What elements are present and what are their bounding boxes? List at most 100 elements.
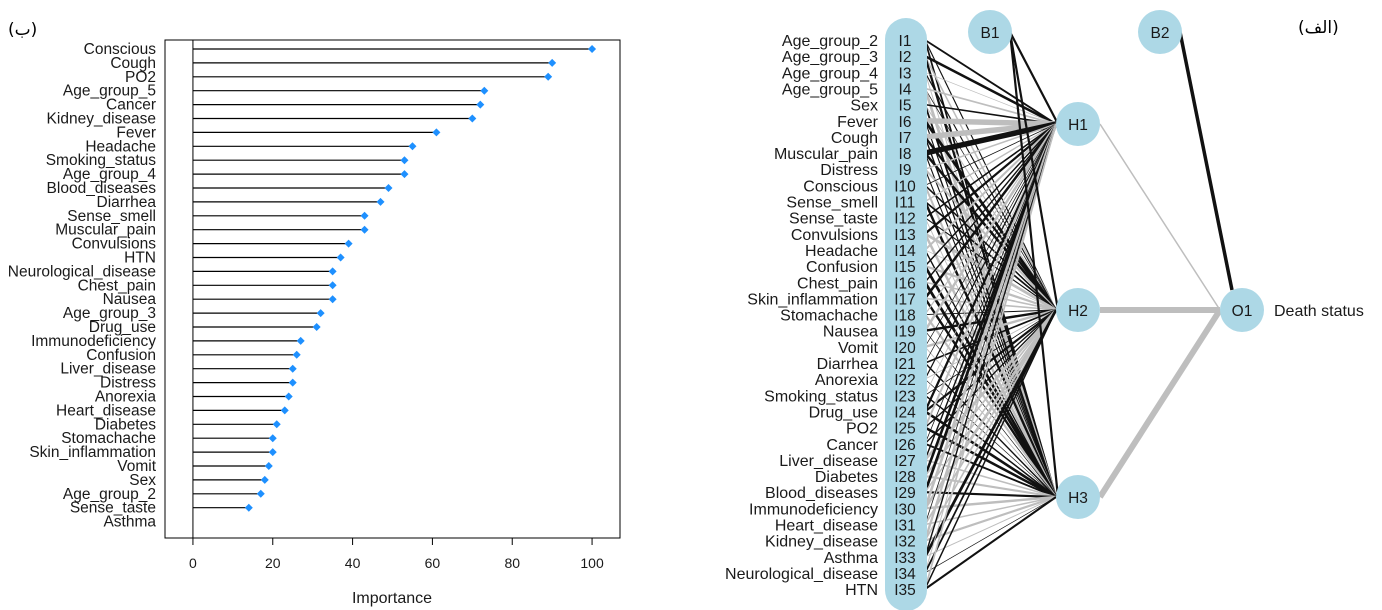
edge-input-hidden — [923, 309, 1058, 558]
input-node-id: I32 — [894, 534, 916, 551]
input-node-id: I34 — [894, 566, 916, 583]
input-node-id: I5 — [899, 98, 912, 115]
edge-input-hidden — [924, 200, 1057, 311]
category-label: Sex — [129, 472, 156, 489]
input-node-id: I22 — [894, 372, 916, 389]
input-node-label: Sense_taste — [789, 211, 878, 228]
input-node-id: I35 — [894, 582, 916, 599]
input-node-label: Muscular_pain — [774, 146, 878, 163]
input-node-label: Asthma — [824, 550, 878, 567]
edge-input-hidden — [924, 184, 1057, 311]
edge-input-hidden — [924, 123, 1057, 170]
input-node-id: I10 — [894, 178, 916, 195]
x-axis-label: Importance — [352, 590, 432, 607]
input-node-id: I14 — [894, 243, 916, 260]
data-point — [292, 350, 301, 359]
edge-hidden-output — [1097, 308, 1223, 499]
input-node-id: I19 — [894, 324, 916, 341]
input-node-label: Conscious — [803, 178, 878, 195]
edge-input-hidden — [923, 309, 1058, 510]
edge-bias-output — [1178, 31, 1234, 291]
category-label: Age_group_2 — [63, 486, 156, 503]
edge-input-hidden — [924, 394, 1057, 498]
input-node-id: I6 — [899, 114, 912, 131]
edge-input-hidden — [924, 123, 1057, 348]
input-node-id: I8 — [899, 146, 912, 163]
category-label: Liver_disease — [60, 361, 156, 378]
edge-input-hidden — [924, 297, 1057, 498]
data-point — [260, 475, 269, 484]
edge-input-hidden — [924, 123, 1057, 251]
category-label: Drug_use — [89, 319, 156, 336]
input-node-id: I21 — [894, 356, 916, 373]
edge-input-hidden — [924, 308, 1057, 332]
edge-input-hidden — [924, 309, 1057, 525]
edge-input-hidden — [924, 309, 1057, 477]
category-label: Kidney_disease — [47, 111, 156, 128]
input-node-label: Skin_inflammation — [747, 291, 878, 308]
edge-input-hidden — [924, 249, 1057, 311]
x-tick-label: 100 — [580, 555, 604, 571]
data-point — [272, 420, 281, 429]
edge-input-hidden — [924, 442, 1057, 498]
edge-input-hidden — [924, 309, 1057, 380]
category-label: Convulsions — [72, 236, 157, 253]
input-node-label: Drug_use — [809, 404, 878, 421]
category-label: Age_group_4 — [63, 166, 156, 183]
input-node-id: I16 — [894, 275, 916, 292]
input-node-label: Stomachache — [780, 308, 878, 325]
edge-input-hidden — [924, 136, 1057, 311]
category-label: PO2 — [125, 69, 156, 86]
edge-input-hidden — [924, 39, 1057, 125]
data-point — [408, 142, 417, 151]
hidden-node-label: H3 — [1068, 490, 1088, 507]
edge-input-hidden — [924, 410, 1057, 499]
data-point — [288, 364, 297, 373]
edge-input-hidden — [924, 309, 1057, 445]
edge-input-hidden — [923, 123, 1058, 509]
bias-node — [1138, 10, 1182, 54]
data-point — [360, 225, 369, 234]
input-node-label: Heart_disease — [775, 518, 878, 535]
input-node-id: I1 — [899, 33, 912, 50]
input-node-label: HTN — [845, 582, 878, 599]
category-label: Chest_pain — [78, 277, 156, 294]
edge-input-hidden — [923, 123, 1058, 541]
category-label: Diarrhea — [97, 194, 157, 211]
input-node-id: I30 — [894, 501, 916, 518]
category-label: HTN — [124, 250, 156, 267]
input-node-id: I9 — [899, 162, 912, 179]
edge-input-hidden — [924, 152, 1057, 311]
category-label: Asthma — [103, 514, 156, 531]
category-label: Cancer — [106, 97, 156, 114]
category-label: Vomit — [117, 458, 156, 475]
category-label: Distress — [100, 375, 156, 392]
hidden-node — [1056, 475, 1100, 519]
input-node-label: Convulsions — [791, 227, 878, 244]
plot-frame — [164, 39, 621, 539]
data-point — [288, 378, 297, 387]
category-label: Confusion — [86, 347, 156, 364]
input-node-label: Neurological_disease — [725, 566, 878, 583]
input-node-label: Diabetes — [815, 469, 878, 486]
data-point — [280, 406, 289, 415]
category-label: Anorexia — [95, 389, 157, 406]
input-node-id: I27 — [894, 453, 916, 470]
category-label: Neurological_disease — [8, 263, 156, 280]
input-node-id: I11 — [895, 195, 915, 212]
output-name: Death status — [1274, 303, 1364, 320]
edge-input-hidden — [924, 309, 1057, 590]
panel-label-right: (الف) — [1298, 18, 1339, 38]
input-node-label: Age_group_4 — [782, 65, 878, 82]
data-point — [336, 253, 345, 262]
edge-input-hidden — [924, 378, 1057, 498]
input-node-label: Smoking_status — [764, 388, 878, 405]
category-label: Fever — [116, 124, 156, 141]
data-point — [476, 100, 485, 109]
bias-node — [968, 10, 1012, 54]
x-tick-label: 80 — [504, 555, 520, 571]
edge-input-hidden — [924, 309, 1057, 493]
edge-input-hidden — [923, 265, 1058, 498]
data-point — [384, 184, 393, 192]
